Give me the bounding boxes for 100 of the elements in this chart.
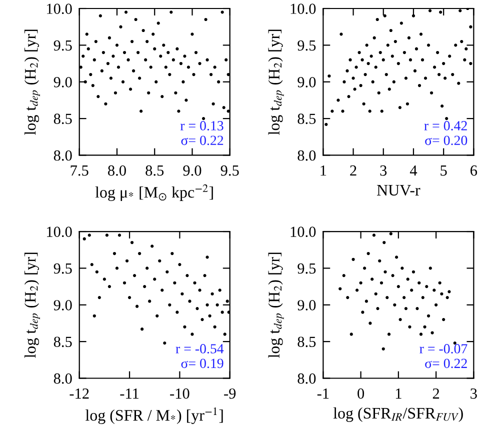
point: [140, 328, 144, 331]
point: [430, 331, 434, 334]
point: [410, 288, 414, 292]
point: [206, 256, 209, 259]
x-tick-label: -12: [70, 388, 89, 399]
point: [402, 296, 406, 300]
point: [419, 332, 423, 336]
point: [213, 325, 216, 328]
x-tick-label: 2: [432, 388, 440, 399]
point: [387, 332, 391, 336]
point: [92, 314, 96, 318]
y-tick-label: 9.5: [298, 40, 316, 51]
point: [132, 274, 136, 278]
annotation: σ= 0.22: [425, 358, 467, 368]
annotation: r = 0.13: [180, 121, 224, 130]
y-tick-label: 8.0: [298, 150, 316, 161]
point: [363, 266, 366, 270]
y-tick-label: 8.5: [54, 336, 72, 348]
point: [442, 318, 446, 322]
x-tick-label: -11: [120, 388, 139, 399]
point: [82, 237, 86, 240]
y-tick-label: 10.0: [47, 4, 72, 14]
point: [416, 307, 419, 310]
y-tick-label: 9.0: [54, 300, 72, 310]
point: [412, 270, 416, 274]
x-tick-label: 8.0: [108, 165, 126, 176]
point: [105, 234, 109, 237]
point: [220, 310, 224, 314]
point: [170, 252, 174, 256]
point: [382, 240, 386, 244]
point: [173, 281, 176, 284]
y-tick-label: 10.0: [47, 226, 72, 238]
point: [359, 281, 362, 284]
annotation: r = -0.07: [420, 344, 468, 354]
point: [95, 270, 98, 274]
point: [90, 262, 94, 266]
point: [102, 278, 106, 281]
point: [376, 307, 380, 310]
point: [342, 274, 346, 278]
x-tick-label: 1: [320, 165, 326, 176]
x-tick-label: 0: [358, 388, 364, 399]
y-tick-label: 9.0: [54, 77, 72, 88]
point: [396, 284, 400, 288]
point: [216, 303, 219, 306]
point: [389, 232, 392, 236]
point: [361, 310, 364, 314]
point: [180, 292, 184, 296]
y-axis-title: log t$_{dep}$ (H$_{2}$) [yr]: [268, 30, 284, 135]
point: [364, 300, 368, 303]
x-tick-label: 6: [470, 165, 478, 176]
x-tick-label: 2: [350, 165, 356, 176]
x-axis-title: log μ$_{*}$ [M$_{⊙}$ kpc$^{−2}$]: [95, 184, 213, 201]
point: [196, 307, 199, 310]
point: [432, 288, 436, 292]
point: [138, 252, 142, 256]
point: [226, 300, 229, 303]
point: [391, 274, 394, 278]
y-tick-label: 8.5: [298, 336, 316, 348]
point: [380, 281, 384, 284]
x-tick-label: -10: [170, 388, 190, 399]
point: [150, 244, 154, 248]
point: [393, 303, 396, 306]
point: [166, 270, 169, 274]
point: [448, 290, 451, 294]
point: [158, 259, 162, 262]
point: [428, 266, 432, 270]
point: [128, 296, 132, 300]
point: [130, 240, 134, 244]
x-tick-label: 9.5: [220, 165, 239, 176]
x-tick-label: 3: [470, 388, 477, 399]
point: [346, 296, 350, 300]
x-axis-title: NUV-r: [376, 184, 420, 196]
point: [203, 274, 206, 278]
point: [136, 304, 139, 308]
point: [440, 292, 444, 296]
point: [406, 278, 410, 281]
point: [208, 314, 212, 318]
x-tick-label: 9.0: [183, 165, 202, 176]
point: [368, 322, 372, 325]
point: [382, 347, 385, 350]
y-tick-label: 9.5: [54, 263, 72, 274]
point: [148, 300, 152, 303]
point: [400, 266, 404, 270]
y-tick-label: 9.0: [298, 300, 316, 310]
point: [98, 296, 101, 300]
point: [384, 270, 387, 274]
point: [190, 332, 194, 336]
point: [350, 332, 353, 336]
point: [352, 258, 355, 261]
y-tick-label: 8.5: [298, 114, 316, 124]
annotation: σ= 0.20: [425, 136, 468, 146]
y-tick-label: 10.0: [290, 4, 316, 14]
point: [434, 303, 438, 306]
point: [398, 318, 402, 322]
annotation: r = -0.54: [176, 344, 224, 354]
point: [404, 307, 408, 310]
x-tick-label: 3: [380, 165, 387, 176]
point: [163, 341, 166, 345]
point: [198, 288, 202, 292]
point: [370, 278, 374, 281]
